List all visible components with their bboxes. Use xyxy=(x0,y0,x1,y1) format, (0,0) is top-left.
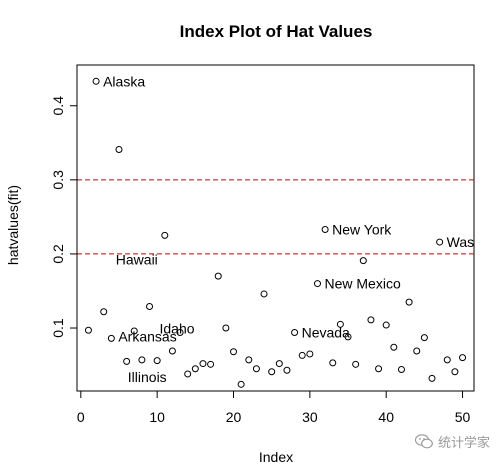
data-point xyxy=(443,356,451,364)
data-point xyxy=(92,77,100,85)
data-point xyxy=(153,357,161,365)
data-point xyxy=(100,308,108,316)
point-label: Was xyxy=(447,234,474,250)
reference-lines xyxy=(77,179,474,255)
data-point xyxy=(138,356,146,364)
data-point xyxy=(413,347,421,355)
point-label: New York xyxy=(332,221,392,237)
data-point xyxy=(168,347,176,355)
data-point xyxy=(191,365,199,373)
x-tick-label: 40 xyxy=(378,409,394,425)
point-label: New Mexico xyxy=(324,276,400,292)
y-tick-label: 0.3 xyxy=(50,170,66,190)
data-point xyxy=(382,321,390,329)
data-point xyxy=(436,238,444,246)
data-point xyxy=(199,360,207,368)
point-label: Hawaii xyxy=(116,251,158,267)
data-point xyxy=(321,225,329,233)
y-axis: 0.1 0.2 0.3 0.4 xyxy=(50,96,78,338)
point-label: Arkansas xyxy=(118,328,176,344)
data-point xyxy=(459,354,467,362)
data-point xyxy=(359,257,367,265)
data-point xyxy=(352,360,360,368)
x-tick-label: 20 xyxy=(226,409,242,425)
y-axis-label: hatvalues(fit) xyxy=(5,185,21,265)
data-point xyxy=(344,333,352,341)
data-point xyxy=(184,370,192,378)
data-point xyxy=(405,298,413,306)
data-point xyxy=(245,356,253,364)
point-label: Alaska xyxy=(103,73,145,89)
data-point xyxy=(367,316,375,324)
data-point xyxy=(115,145,123,153)
data-point xyxy=(329,359,337,367)
x-axis: 0 10 20 30 40 50 xyxy=(77,390,471,425)
data-point xyxy=(252,365,260,373)
data-point xyxy=(123,357,131,365)
wechat-icon xyxy=(414,434,433,449)
data-point xyxy=(420,334,428,342)
data-point xyxy=(130,327,138,335)
data-point xyxy=(291,328,299,336)
data-point xyxy=(176,328,184,336)
data-point xyxy=(161,231,169,239)
data-point xyxy=(107,334,115,342)
data-point xyxy=(428,374,436,382)
point-label: Idaho xyxy=(159,320,194,336)
data-point xyxy=(275,360,283,368)
data-point xyxy=(268,368,276,376)
data-point xyxy=(390,343,398,351)
point-label: Nevada xyxy=(302,324,350,340)
data-point xyxy=(306,350,314,358)
data-point xyxy=(283,366,291,374)
data-point xyxy=(336,320,344,328)
point-label: Illinois xyxy=(128,369,167,385)
watermark: 统计学家 xyxy=(414,432,490,451)
chart-title: Index Plot of Hat Values xyxy=(180,22,373,41)
data-point xyxy=(375,365,383,373)
data-point xyxy=(146,303,154,311)
data-point xyxy=(84,326,92,334)
data-point xyxy=(260,290,268,298)
data-point xyxy=(313,280,321,288)
x-tick-label: 30 xyxy=(302,409,318,425)
y-tick-label: 0.1 xyxy=(50,318,66,338)
y-tick-label: 0.4 xyxy=(50,96,66,116)
data-point xyxy=(230,348,238,356)
data-point xyxy=(222,324,230,332)
data-point xyxy=(207,360,215,368)
data-points xyxy=(84,77,467,388)
x-tick-label: 10 xyxy=(149,409,165,425)
data-point xyxy=(237,380,245,388)
y-tick-label: 0.2 xyxy=(50,244,66,264)
x-tick-label: 0 xyxy=(77,409,85,425)
x-tick-label: 50 xyxy=(455,409,471,425)
data-point xyxy=(298,351,306,359)
x-axis-label: Index xyxy=(259,449,293,465)
watermark-text: 统计学家 xyxy=(437,436,490,451)
data-point xyxy=(397,366,405,374)
data-point xyxy=(451,368,459,376)
data-point xyxy=(214,272,222,280)
